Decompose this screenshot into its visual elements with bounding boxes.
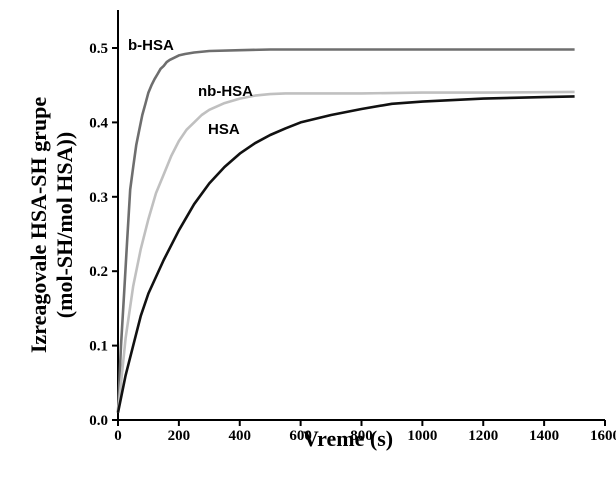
y-axis-title: Izreagovale HSA-SH grupe (mol-SH/mol HSA… — [26, 97, 77, 353]
y-axis-title-line2: (mol-SH/mol HSA)) — [52, 132, 77, 318]
series-line-b-hsa — [116, 48, 575, 413]
y-tick-label: 0.1 — [89, 339, 108, 355]
x-tick-label: 1200 — [468, 428, 498, 444]
y-tick-label: 0.4 — [89, 115, 108, 131]
series-line-nb-hsa — [116, 90, 575, 413]
x-axis-title: Vreme (s) — [303, 426, 393, 451]
x-tick-label: 1400 — [529, 428, 559, 444]
y-tick-label: 0.5 — [89, 41, 108, 57]
series-lines — [116, 48, 575, 413]
y-tick-label: 0.3 — [89, 190, 108, 206]
series-line-hsa — [116, 95, 575, 413]
series-label-nb-hsa: nb-HSA — [198, 83, 253, 100]
x-tick-label: 800 — [350, 428, 373, 444]
y-ticks: 0.0 0.1 0.2 0.3 0.4 0.5 — [89, 41, 118, 429]
x-tick-label: 1000 — [407, 428, 437, 444]
y-tick-label: 0.0 — [89, 413, 108, 429]
series-labels: b-HSA nb-HSA HSA — [128, 37, 253, 138]
y-tick-label: 0.2 — [89, 264, 108, 280]
x-tick-label: 200 — [168, 428, 191, 444]
series-label-hsa: HSA — [208, 121, 240, 138]
x-tick-label: 400 — [229, 428, 252, 444]
x-tick-label: 600 — [289, 428, 312, 444]
x-tick-label: 0 — [114, 428, 122, 444]
y-axis-title-line1: Izreagovale HSA-SH grupe — [26, 97, 51, 353]
plot-frame — [117, 10, 605, 421]
series-label-b-hsa: b-HSA — [128, 37, 174, 54]
